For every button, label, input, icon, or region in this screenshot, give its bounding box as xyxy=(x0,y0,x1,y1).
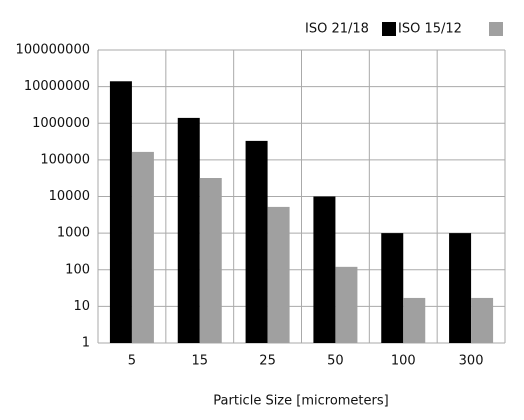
bar xyxy=(199,177,222,343)
y-tick-label: 10000000 xyxy=(24,79,90,94)
x-tick-label: 5 xyxy=(128,354,136,369)
y-tick-label: 100000000 xyxy=(16,43,90,58)
bar xyxy=(267,206,290,343)
legend-swatch xyxy=(489,22,503,36)
bar xyxy=(177,117,200,343)
x-tick-label: 25 xyxy=(259,354,276,369)
y-tick-label: 100 xyxy=(65,262,90,277)
bar xyxy=(109,81,132,343)
legend-label: ISO 21/18 xyxy=(305,22,369,37)
y-tick-label: 1000 xyxy=(57,226,90,241)
x-axis-label: Particle Size [micrometers] xyxy=(213,394,388,409)
bar xyxy=(471,297,494,343)
y-tick-label: 10000 xyxy=(49,189,90,204)
bar xyxy=(449,233,472,343)
bar xyxy=(335,266,358,343)
bar xyxy=(245,140,268,343)
legend-swatch xyxy=(382,22,396,36)
y-tick-label: 10 xyxy=(73,299,90,314)
y-tick-label: 1000000 xyxy=(32,116,90,131)
bar xyxy=(403,297,426,343)
x-tick-label: 15 xyxy=(191,354,208,369)
legend-label: ISO 15/12 xyxy=(398,22,462,37)
x-tick-label: 50 xyxy=(327,354,344,369)
x-tick-label: 100 xyxy=(391,354,416,369)
x-tick-label: 300 xyxy=(459,354,484,369)
y-tick-label: 100000 xyxy=(40,152,90,167)
bar xyxy=(313,196,336,343)
y-tick-label: 1 xyxy=(82,336,90,351)
bar xyxy=(131,151,154,343)
bar xyxy=(381,233,404,343)
